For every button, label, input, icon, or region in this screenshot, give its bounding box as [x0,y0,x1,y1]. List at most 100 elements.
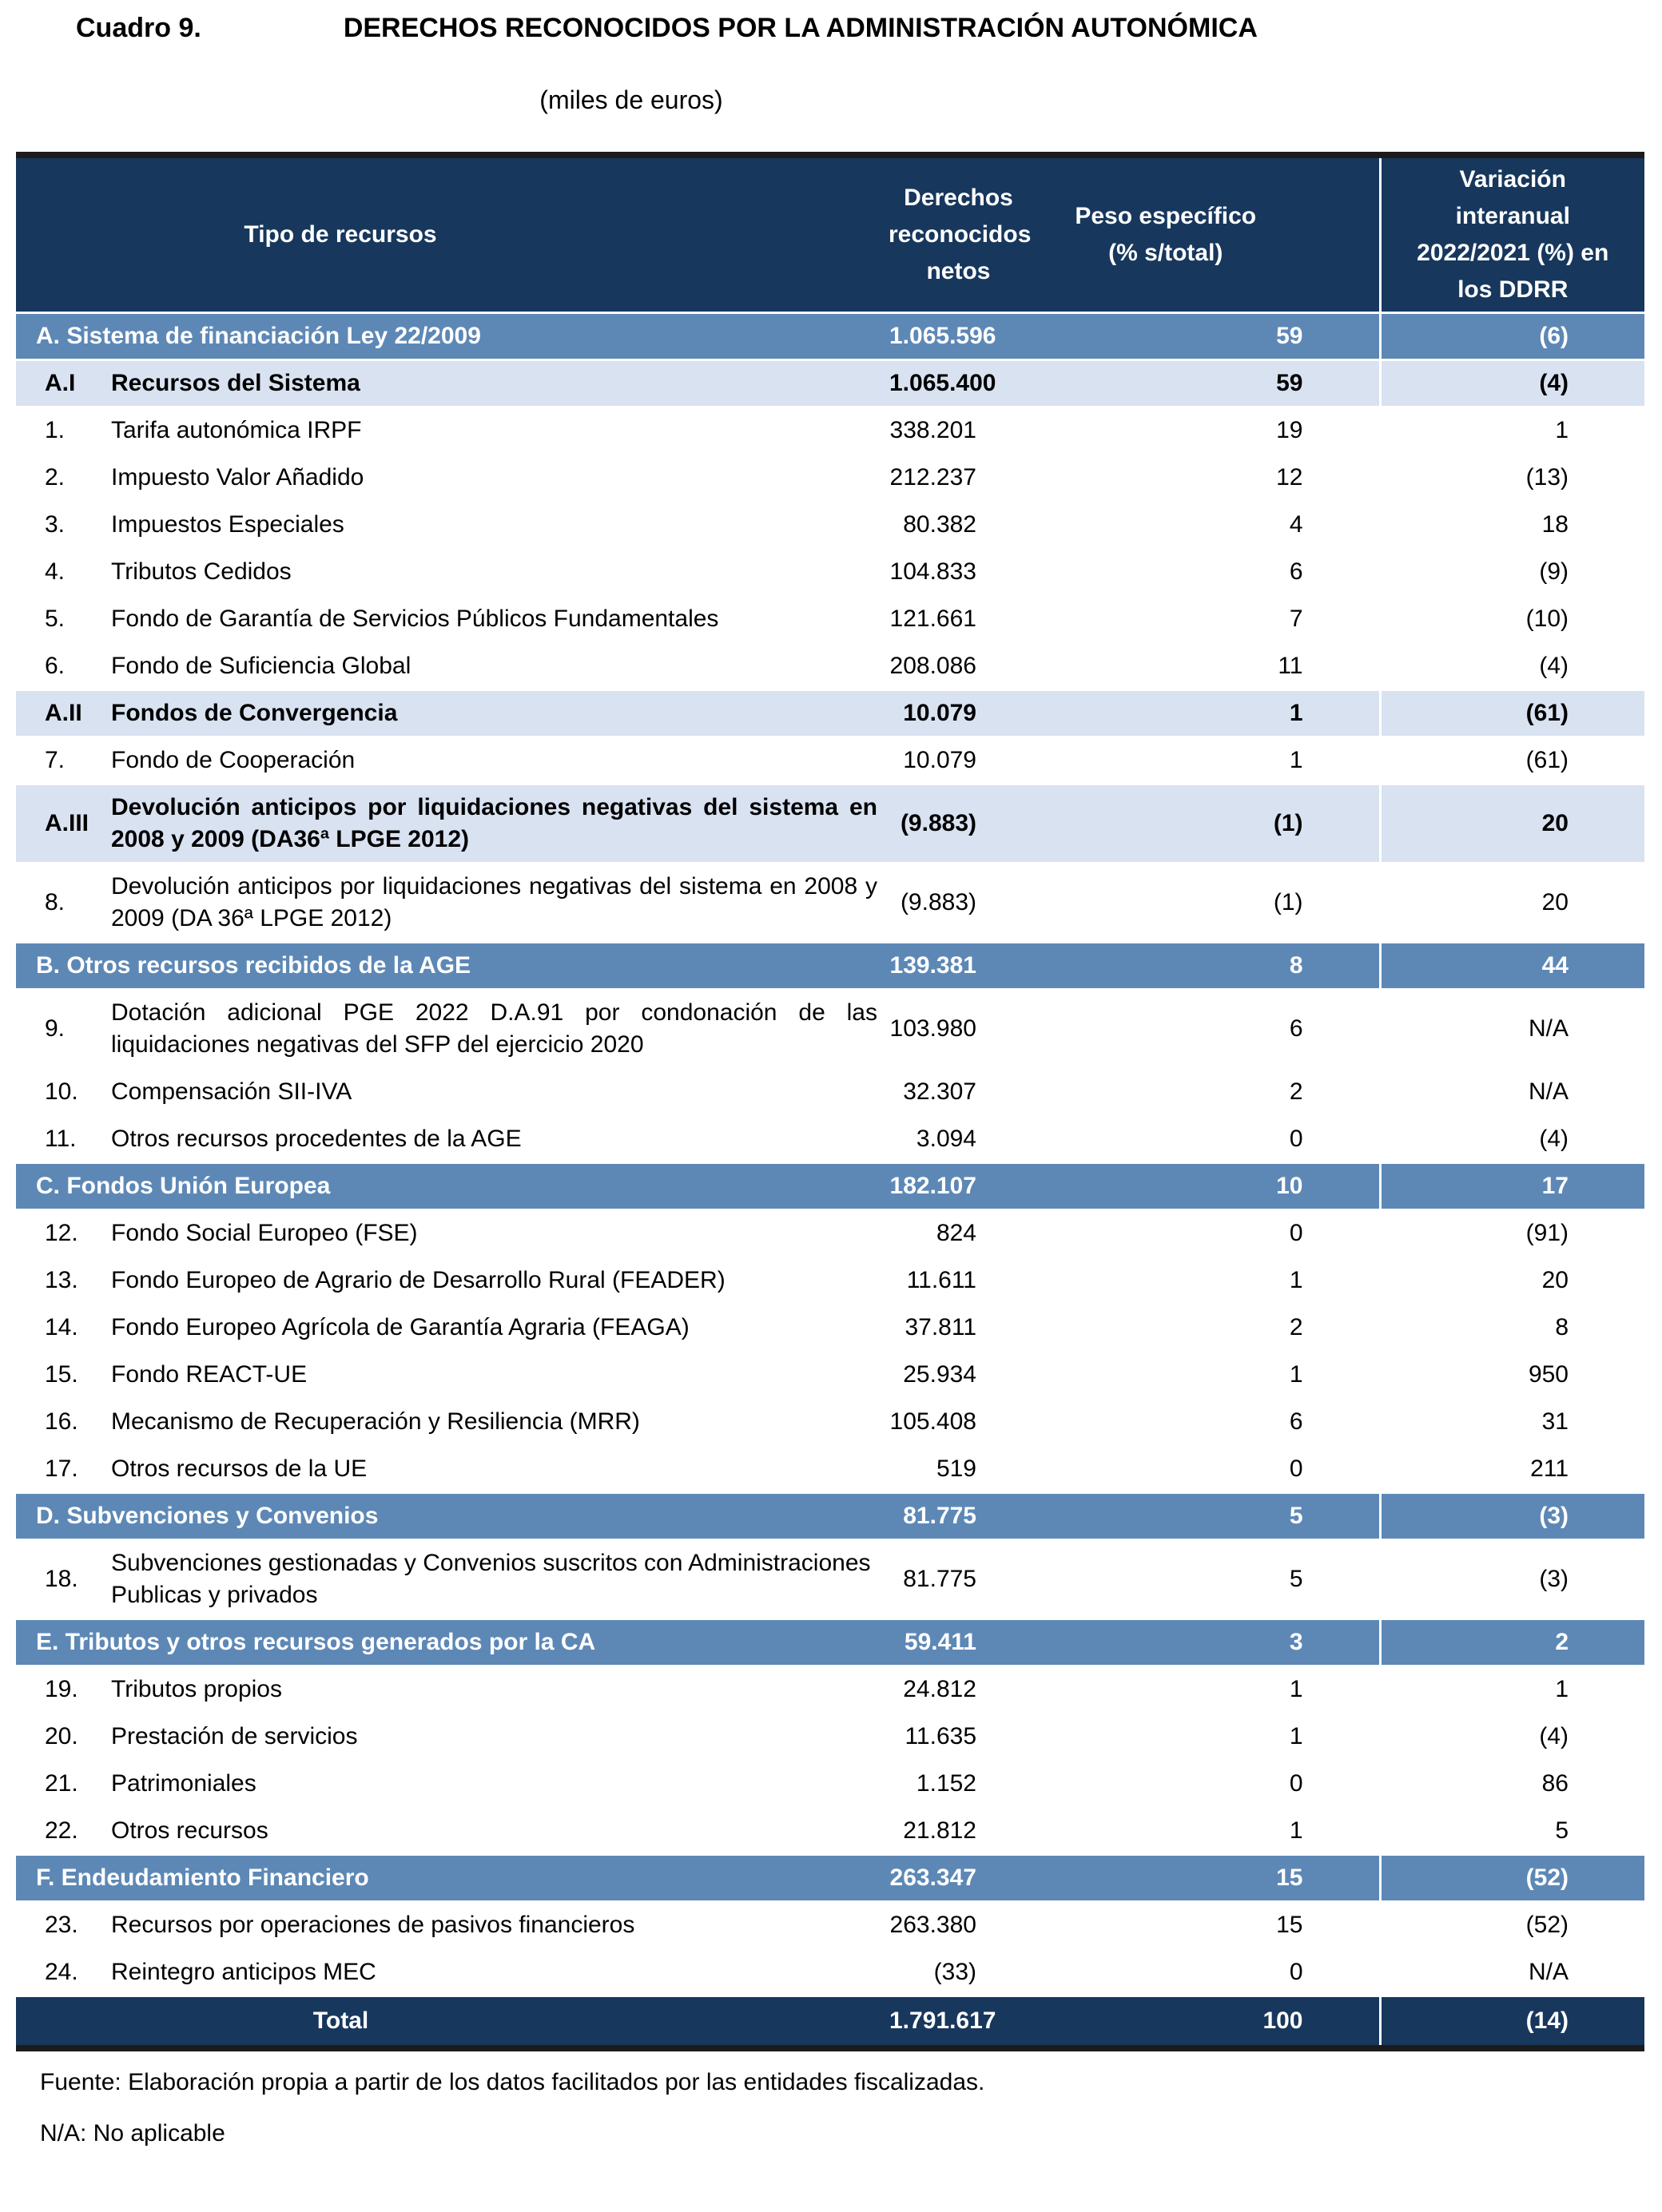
value-derechos: 81.775 [889,1492,1028,1541]
value-peso: 3 [1028,1618,1380,1667]
row-label: Tarifa autonómica IRPF [110,407,889,455]
value-peso: 6 [1028,548,1380,597]
row-number: 10. [16,1068,110,1117]
value-derechos: 37.811 [889,1304,1028,1352]
value-peso: 2 [1028,1304,1380,1352]
value-variacion: (6) [1378,312,1644,361]
row-label: Fondo de Suficiencia Global [110,642,889,691]
row-label: Tributos propios [110,1666,889,1714]
row-number: 8. [16,863,110,943]
value-peso: 2 [1028,1068,1380,1117]
value-peso: 1 [1028,737,1380,785]
page-subtitle: (miles de euros) [539,85,723,114]
value-peso: 5 [1028,1492,1380,1541]
value-peso: 5 [1028,1539,1380,1620]
value-peso: 0 [1028,1115,1380,1164]
value-peso: 1 [1028,1666,1380,1714]
row-label: F. Endeudamiento Financiero [16,1854,889,1903]
table-row: A.III Devolución anticipos por liquidacio… [16,784,1644,864]
value-peso: 8 [1028,942,1380,991]
header-col-variacion: Variación interanual 2022/2021 (%) en lo… [1378,155,1644,314]
total-row: Total 1.791.617 100 (14) [16,1996,1644,2050]
value-variacion: 211 [1378,1445,1644,1494]
row-label: Otros recursos [110,1807,889,1856]
table-row: 5. Fondo de Garantía de Servicios Público… [16,595,1644,644]
value-variacion: 20 [1378,784,1644,864]
value-peso: 10 [1028,1162,1380,1211]
row-number: 14. [16,1304,110,1352]
table-row: B. Otros recursos recibidos de la AGE 139… [16,942,1644,991]
row-number: 4. [16,548,110,597]
table-row: 12. Fondo Social Europeo (FSE) 824 0 (91) [16,1209,1644,1258]
table-row: 10. Compensación SII-IVA 32.307 2 N/A [16,1068,1644,1117]
value-variacion: (9) [1378,548,1644,597]
row-label: Recursos del Sistema [110,359,889,408]
header-col-derechos: Derechos reconocidos netos [889,155,1031,314]
value-derechos: 25.934 [889,1351,1028,1400]
row-label: Fondo de Garantía de Servicios Públicos … [110,595,889,644]
value-variacion: (3) [1378,1492,1644,1541]
row-label: Tributos Cedidos [110,548,889,597]
value-variacion: 1 [1378,407,1644,455]
table-row: 4. Tributos Cedidos 104.833 6 (9) [16,548,1644,597]
value-peso: 6 [1028,989,1380,1070]
value-variacion: 2 [1378,1618,1644,1667]
value-variacion: (52) [1378,1901,1644,1950]
table-row: 15. Fondo REACT-UE 25.934 1 950 [16,1351,1644,1400]
row-number: 1. [16,407,110,455]
table-row: A.II Fondos de Convergencia 10.079 1 (61) [16,689,1644,738]
value-derechos: 104.833 [889,548,1028,597]
table-row: 3. Impuestos Especiales 80.382 4 18 [16,501,1644,550]
row-number: 11. [16,1115,110,1164]
row-number: 13. [16,1257,110,1305]
row-number: 20. [16,1713,110,1761]
value-derechos: (9.883) [889,784,1028,864]
total-value-variacion: (14) [1378,1996,1644,2050]
row-label: Dotación adicional PGE 2022 D.A.91 por c… [110,989,889,1070]
page-title-text: DERECHOS RECONOCIDOS POR LA ADMINISTRACI… [343,13,1258,43]
value-derechos: 263.380 [889,1901,1028,1950]
value-variacion: 44 [1378,942,1644,991]
value-derechos: 263.347 [889,1854,1028,1903]
table-row: 17. Otros recursos de la UE 519 0 211 [16,1445,1644,1494]
table-row: E. Tributos y otros recursos generados p… [16,1618,1644,1667]
value-peso: 59 [1028,359,1380,408]
table-row: 18. Subvenciones gestionadas y Convenios … [16,1539,1644,1620]
value-peso: 12 [1028,454,1380,502]
value-peso: 1 [1028,689,1380,738]
table-row: 8. Devolución anticipos por liquidaciones… [16,863,1644,943]
value-variacion: 1 [1378,1666,1644,1714]
data-table: Tipo de recursos Derechos reconocidos ne… [16,152,1644,2051]
value-derechos: 80.382 [889,501,1028,550]
total-value-peso: 100 [1028,1996,1380,2050]
value-peso: 1 [1028,1713,1380,1761]
value-variacion: 20 [1378,1257,1644,1305]
header-col-peso: Peso específico (% s/total) [1028,155,1380,314]
row-label: E. Tributos y otros recursos generados p… [16,1618,889,1667]
row-label: Fondo Social Europeo (FSE) [110,1209,889,1258]
value-derechos: 10.079 [889,737,1028,785]
table-row: 14. Fondo Europeo Agrícola de Garantía Ag… [16,1304,1644,1352]
row-number: 19. [16,1666,110,1714]
value-derechos: 338.201 [889,407,1028,455]
row-number: 22. [16,1807,110,1856]
header-col-tipo: Tipo de recursos [16,155,889,314]
table-row: 21. Patrimoniales 1.152 0 86 [16,1760,1644,1809]
table-header: Tipo de recursos Derechos reconocidos ne… [16,155,1644,314]
value-peso: 15 [1028,1901,1380,1950]
row-number: 2. [16,454,110,502]
row-label: Reintegro anticipos MEC [110,1948,889,1997]
value-derechos: 81.775 [889,1539,1028,1620]
value-derechos: 10.079 [889,689,1028,738]
value-variacion: (10) [1378,595,1644,644]
value-peso: 11 [1028,642,1380,691]
na-note: N/A: No aplicable [40,2120,225,2146]
row-number: A.III [16,784,110,864]
row-label: Impuesto Valor Añadido [110,454,889,502]
row-label: Fondo Europeo de Agrario de Desarrollo R… [110,1257,889,1305]
value-variacion: 17 [1378,1162,1644,1211]
value-variacion: (52) [1378,1854,1644,1903]
value-peso: 0 [1028,1209,1380,1258]
table-row: 11. Otros recursos procedentes de la AGE 3… [16,1115,1644,1164]
row-number: 16. [16,1398,110,1447]
